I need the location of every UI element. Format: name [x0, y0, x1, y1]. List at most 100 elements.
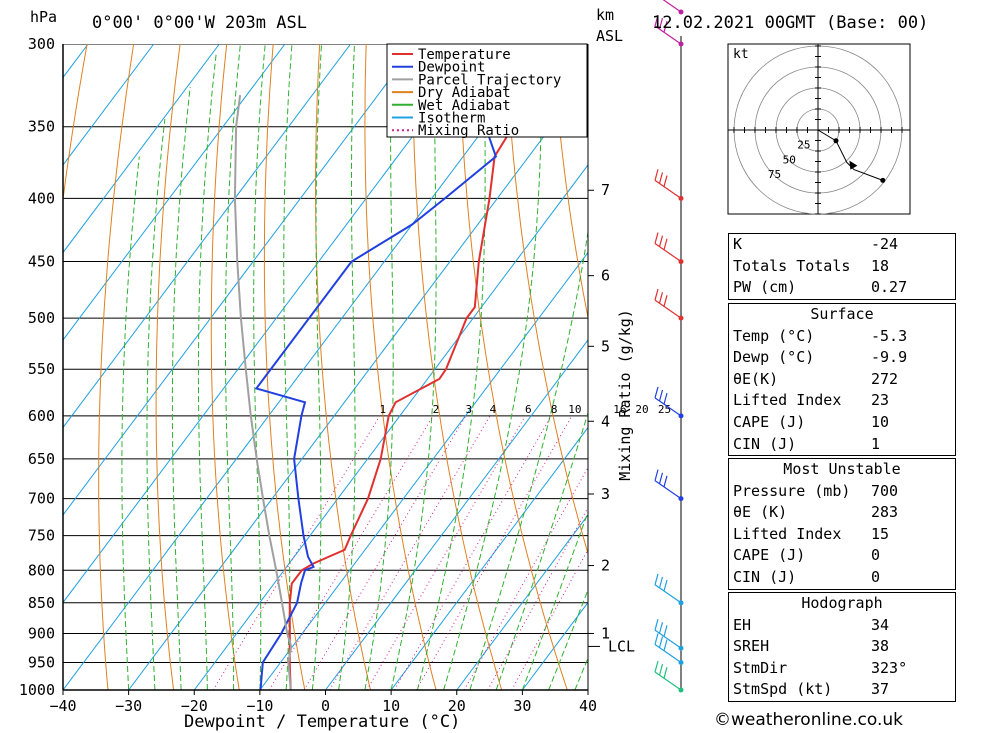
- wind-barbs: [654, 0, 684, 693]
- wind-barb-flag: [658, 17, 664, 30]
- wet-adiabat-line: [416, 44, 486, 690]
- index-label: Lifted Index: [733, 391, 842, 410]
- lcl-label: LCL: [608, 637, 635, 655]
- temp-tick-label: 20: [448, 697, 466, 715]
- index-value: 0.27: [871, 278, 908, 297]
- datetime-title: 12.02.2021 00GMT (Base: 00): [652, 13, 928, 33]
- temp-tick-label: −40: [49, 697, 76, 715]
- isotherm-line: [63, 44, 286, 341]
- mixing-ratio-label: 1: [379, 403, 386, 416]
- wind-barb-flag: [663, 639, 668, 651]
- dry-adiabat-line: [364, 44, 437, 690]
- pressure-tick-label: 400: [28, 189, 55, 207]
- wind-barb-flag: [654, 573, 659, 585]
- wet-adiabat-line: [495, 411, 588, 690]
- wind-barb-flag: [654, 386, 659, 399]
- isotherm-line: [193, 164, 588, 690]
- hodograph-ring-label: 50: [783, 153, 796, 166]
- mixing-ratio-axis-label: Mixing Ratio (g/kg): [616, 309, 634, 481]
- wind-barb-flag: [654, 14, 659, 27]
- indices-panel-most-unstable: Most Unstable Pressure (mb) 700 θE (K) 283 L…: [728, 458, 956, 590]
- mixing-ratio-label: 16: [613, 403, 626, 416]
- pressure-tick-label: 450: [28, 253, 55, 271]
- wind-barb-shaft: [654, 179, 682, 199]
- index-label: θE(K): [733, 369, 779, 388]
- dry-adiabat-line: [155, 44, 181, 690]
- dry-adiabat-line: [263, 44, 306, 690]
- index-label: Lifted Index: [733, 524, 842, 543]
- wind-barb-flag: [658, 235, 664, 247]
- pressure-tick-label: 300: [28, 35, 55, 53]
- mixing-ratio-label: 20: [635, 403, 648, 416]
- most-unstable-title: Most Unstable: [783, 460, 901, 478]
- index-row: CAPE (J) 0: [729, 545, 955, 567]
- wet-adiabat-line: [364, 44, 394, 690]
- index-value: 1: [871, 434, 881, 453]
- wet-adiabat-line: [224, 44, 241, 690]
- index-label: Totals Totals: [733, 256, 851, 275]
- mixing-ratio-line: [511, 548, 588, 690]
- mixing-ratio-line: [394, 415, 552, 690]
- wind-barb-flag: [663, 21, 668, 33]
- pressure-tick-label: 650: [28, 450, 55, 468]
- temp-tick-label: −20: [181, 697, 208, 715]
- wind-barb-flag: [658, 172, 664, 184]
- mixing-ratio-label: 2: [433, 403, 440, 416]
- pressure-tick-label: 750: [28, 527, 55, 545]
- mixing-ratio-line: [329, 415, 491, 690]
- location-title: 0°00' 0°00'W 203m ASL: [92, 13, 307, 33]
- wind-barb-shaft: [654, 243, 682, 263]
- index-value: -24: [871, 235, 899, 253]
- legend-box: [386, 43, 588, 138]
- isotherm-line: [128, 76, 588, 690]
- index-row: θE(K) 272: [729, 369, 955, 391]
- legend-entry: Temperature: [418, 47, 511, 63]
- hodograph-point: [833, 138, 839, 144]
- legend-entry: Mixing Ratio: [418, 123, 519, 139]
- legend-entry: Isotherm: [418, 111, 485, 127]
- pressure-tick-label: 700: [28, 490, 55, 508]
- wind-barb-flag: [654, 232, 659, 244]
- wind-barb-flag: [658, 622, 664, 634]
- km-tick-label: 3: [601, 485, 610, 503]
- wind-barb-flag: [654, 469, 659, 481]
- pressure-tick-label: 1000: [19, 681, 55, 699]
- mixing-ratio-label: 3: [465, 403, 472, 416]
- index-row: StmDir 323°: [729, 658, 955, 680]
- temp-tick-label: 0: [321, 697, 330, 715]
- index-row: CIN (J) 1: [729, 434, 955, 456]
- index-value: 15: [871, 524, 890, 543]
- asl-label: ASL: [596, 27, 623, 45]
- index-value: 18: [871, 256, 890, 275]
- wet-adiabat-line: [338, 44, 356, 690]
- indices-panel-surface: Surface Temp (°C) -5.3 Dewp (°C) -9.9 θE(K) 2…: [728, 303, 956, 457]
- hodograph-title: Hodograph: [801, 594, 883, 612]
- wind-barb-flag: [654, 169, 659, 181]
- isotherm-line: [63, 44, 352, 429]
- wet-adiabat-line: [171, 86, 191, 690]
- temperature-line: [288, 44, 547, 690]
- index-value: 0: [871, 567, 881, 586]
- index-row: CAPE (J) 10: [729, 412, 955, 434]
- wind-barb-flag: [663, 625, 668, 637]
- dry-adiabat-line: [210, 44, 240, 690]
- wet-adiabat-line: [443, 44, 543, 690]
- index-value: 34: [871, 615, 890, 634]
- wind-barb-flag: [658, 292, 664, 304]
- isotherm-line: [456, 514, 588, 690]
- index-row: Pressure (mb) 700: [729, 481, 955, 503]
- hodograph-unit-label: kt: [733, 47, 749, 62]
- surface-title: Surface: [810, 305, 874, 323]
- index-row: PW (cm) 0.27: [729, 277, 955, 299]
- wind-barb-shaft: [654, 629, 682, 649]
- temp-tick-label: 30: [513, 697, 531, 715]
- axes: 1 2 3 4 6 8 10 16 20 2530035040045050055060065070…: [19, 35, 671, 715]
- wet-adiabat-line: [253, 44, 266, 690]
- km-tick-label: 1: [601, 624, 610, 642]
- wind-barb-shaft: [654, 480, 682, 500]
- wind-barb-flag: [663, 475, 668, 487]
- wind-barb-flag: [658, 576, 664, 589]
- index-value: 0: [871, 546, 881, 565]
- index-value: 38: [871, 637, 890, 656]
